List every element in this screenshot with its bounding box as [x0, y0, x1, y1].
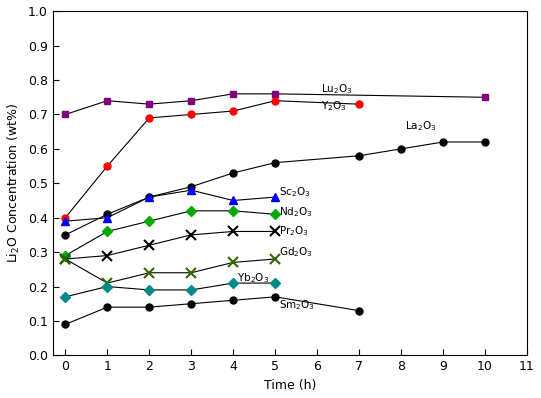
Text: Y$_2$O$_3$: Y$_2$O$_3$	[321, 99, 347, 113]
Text: La$_2$O$_3$: La$_2$O$_3$	[405, 120, 437, 133]
Text: Yb$_2$O$_3$: Yb$_2$O$_3$	[237, 271, 270, 285]
Text: Gd$_2$O$_3$: Gd$_2$O$_3$	[279, 245, 313, 259]
Text: Lu$_2$O$_3$: Lu$_2$O$_3$	[321, 82, 353, 96]
Y-axis label: Li$_2$O Concentration (wt%): Li$_2$O Concentration (wt%)	[6, 103, 22, 263]
Text: Nd$_2$O$_3$: Nd$_2$O$_3$	[279, 206, 313, 219]
Text: Sm$_2$O$_3$: Sm$_2$O$_3$	[279, 298, 315, 312]
X-axis label: Time (h): Time (h)	[263, 379, 316, 392]
Text: Sc$_2$O$_3$: Sc$_2$O$_3$	[279, 185, 311, 199]
Text: Pr$_2$O$_3$: Pr$_2$O$_3$	[279, 224, 309, 238]
